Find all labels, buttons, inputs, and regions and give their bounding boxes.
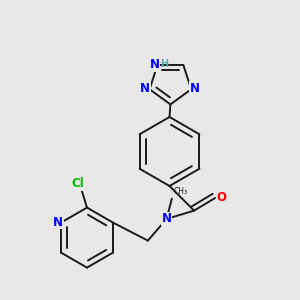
Text: N: N bbox=[190, 82, 200, 95]
Text: O: O bbox=[217, 191, 227, 204]
Text: H: H bbox=[160, 59, 168, 69]
Text: CH₃: CH₃ bbox=[173, 187, 188, 196]
Text: N: N bbox=[161, 212, 172, 226]
Text: N: N bbox=[140, 82, 150, 95]
Text: N: N bbox=[53, 215, 63, 229]
Text: Cl: Cl bbox=[72, 177, 84, 190]
Text: N: N bbox=[149, 58, 160, 71]
